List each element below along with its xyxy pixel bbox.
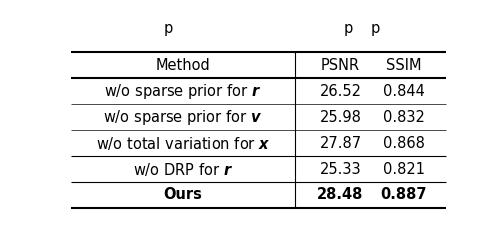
Text: 25.33: 25.33 xyxy=(320,161,361,176)
Text: 0.887: 0.887 xyxy=(381,188,427,203)
Text: 0.821: 0.821 xyxy=(383,161,425,176)
Text: 27.87: 27.87 xyxy=(320,136,361,151)
Text: Ours: Ours xyxy=(164,188,203,203)
Text: 26.52: 26.52 xyxy=(320,84,361,99)
Text: p: p xyxy=(164,21,173,36)
Text: PSNR: PSNR xyxy=(321,58,360,73)
Text: w/o sparse prior for $\mathbfit{v}$: w/o sparse prior for $\mathbfit{v}$ xyxy=(103,108,263,127)
Text: 25.98: 25.98 xyxy=(320,110,361,125)
Text: w/o DRP for $\mathbfit{r}$: w/o DRP for $\mathbfit{r}$ xyxy=(133,160,233,178)
Text: SSIM: SSIM xyxy=(386,58,421,73)
Text: 0.832: 0.832 xyxy=(383,110,424,125)
Text: 28.48: 28.48 xyxy=(318,188,364,203)
Text: p: p xyxy=(371,21,380,36)
Text: 0.844: 0.844 xyxy=(383,84,424,99)
Text: p: p xyxy=(344,21,353,36)
Text: Method: Method xyxy=(156,58,211,73)
Text: 0.868: 0.868 xyxy=(383,136,424,151)
Text: w/o sparse prior for $\mathbfit{r}$: w/o sparse prior for $\mathbfit{r}$ xyxy=(104,82,262,101)
Text: w/o total variation for $\mathbfit{x}$: w/o total variation for $\mathbfit{x}$ xyxy=(96,135,270,151)
